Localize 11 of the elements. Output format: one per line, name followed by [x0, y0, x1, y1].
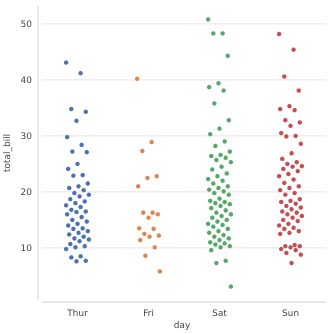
y-tick-label: 40 [20, 76, 32, 86]
y-tick-label: 30 [20, 132, 32, 142]
y-axis-title: total_bill [3, 134, 13, 172]
y-tick-label: 50 [20, 20, 32, 30]
x-tick-label: Sun [282, 309, 300, 319]
x-axis-title: day [174, 321, 191, 331]
y-tick-label: 10 [20, 244, 32, 254]
x-tick-label: Thur [66, 309, 88, 319]
x-tick-label: Sat [212, 309, 228, 319]
x-tick-label: Fri [143, 309, 154, 319]
y-tick-label: 20 [20, 188, 32, 198]
